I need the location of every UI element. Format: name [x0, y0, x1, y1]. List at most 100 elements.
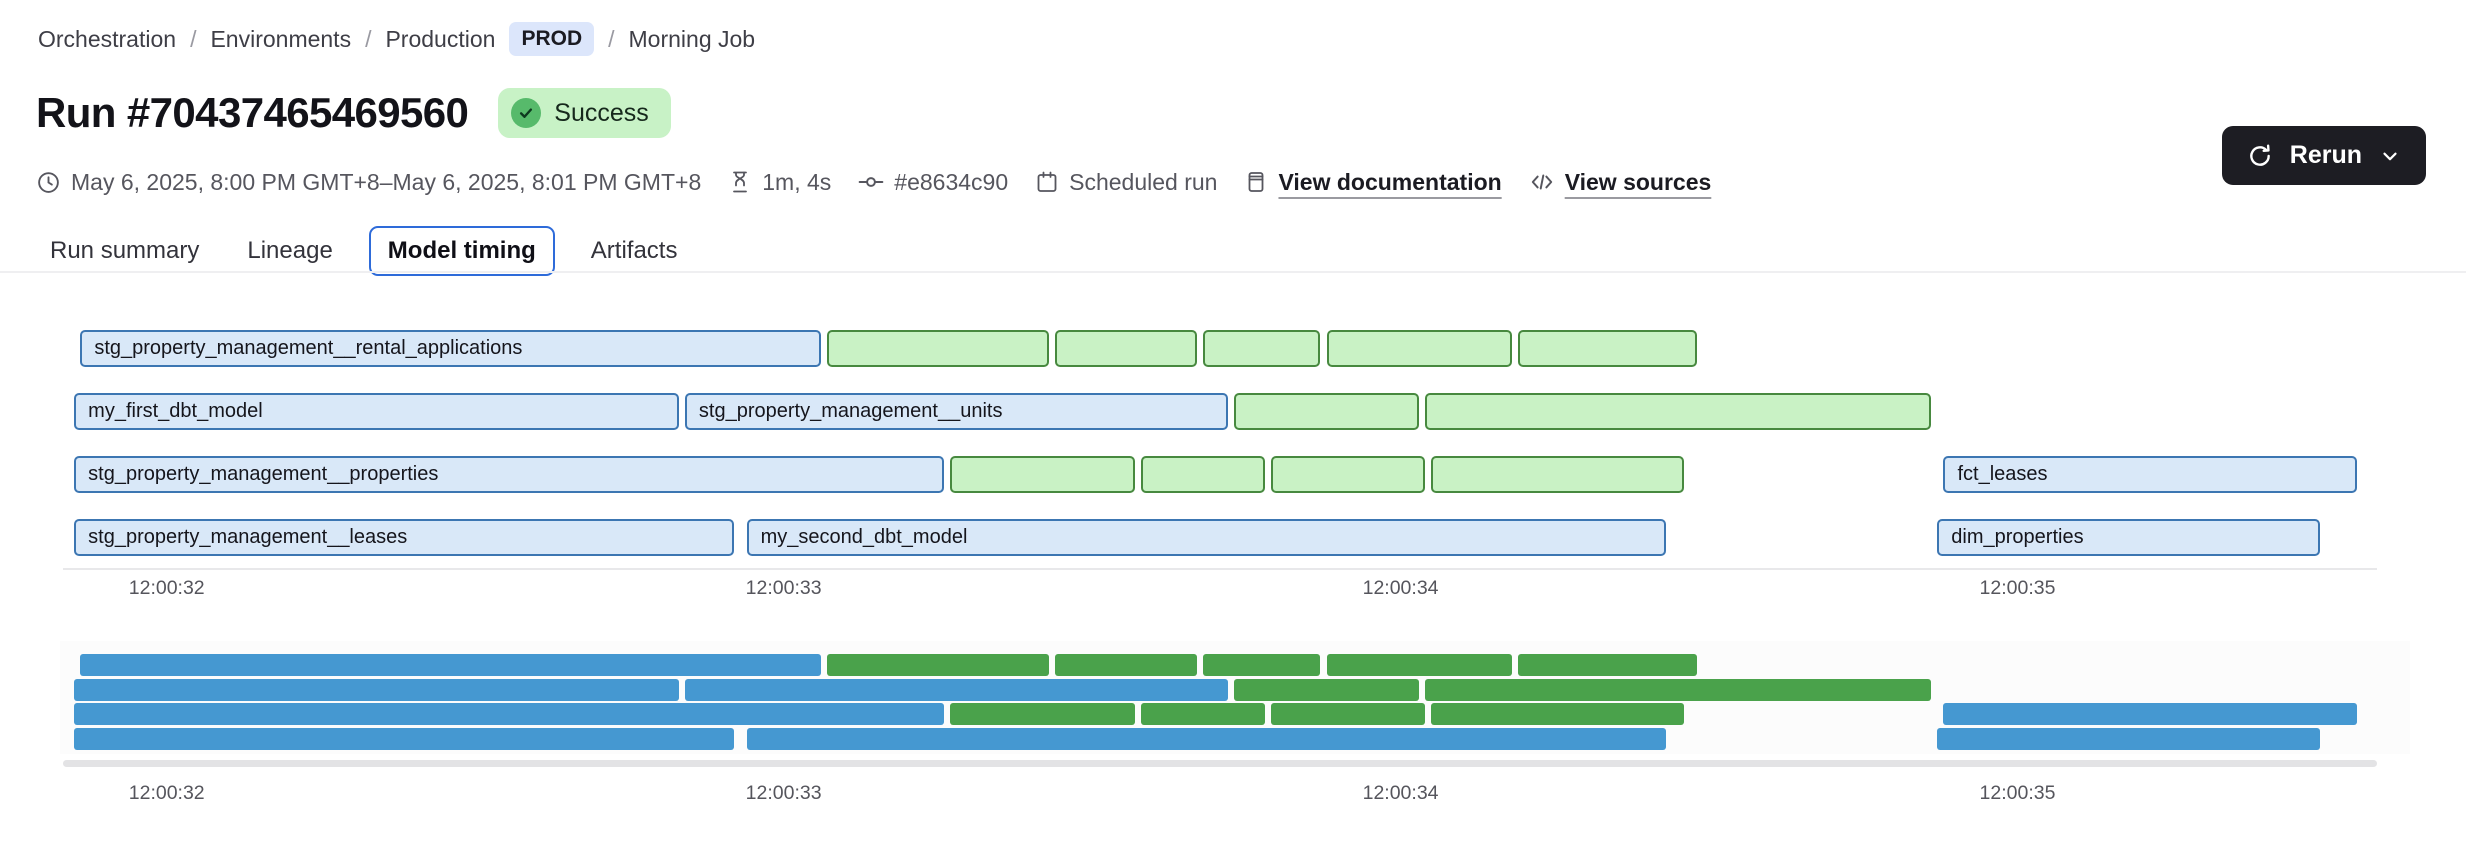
breadcrumb-orchestration[interactable]: Orchestration	[38, 25, 177, 52]
model-timing-bar[interactable]: my_second_dbt_model	[746, 519, 1666, 556]
axis-tick-label: 12:00:35	[1979, 782, 2056, 804]
model-timing-bar[interactable]	[1055, 330, 1197, 367]
axis-tick-label: 12:00:33	[745, 577, 822, 599]
breadcrumb-production[interactable]: Production	[385, 25, 496, 52]
check-circle-icon	[511, 98, 542, 128]
minimap-bar	[1425, 678, 1932, 701]
axis-tick-label: 12:00:32	[128, 782, 205, 804]
axis-tick-label: 12:00:34	[1362, 782, 1439, 804]
model-timing-bar[interactable]	[1326, 330, 1512, 367]
title-row: Run #70437465469560 Success	[36, 88, 671, 138]
document-icon	[1244, 170, 1268, 194]
model-timing-bar[interactable]	[1203, 330, 1321, 367]
minimap-row	[68, 678, 2400, 701]
meta-trigger: Scheduled run	[1035, 169, 1217, 196]
gantt-row: stg_property_management__rental_applicat…	[68, 330, 2400, 367]
minimap-bar	[74, 678, 679, 701]
axis-tick-label: 12:00:32	[128, 577, 205, 599]
minimap-bar	[1943, 703, 2357, 725]
minimap-bar	[950, 703, 1136, 725]
breadcrumb-environments[interactable]: Environments	[210, 25, 352, 52]
breadcrumb-separator: /	[608, 25, 615, 52]
minimap-bar	[1937, 727, 2320, 750]
hourglass-icon	[728, 170, 752, 194]
meta-sources: View sources	[1529, 168, 1712, 196]
gantt-axis-line	[63, 568, 2377, 570]
breadcrumb-separator: /	[365, 25, 372, 52]
tab-artifacts[interactable]: Artifacts	[590, 237, 678, 264]
minimap-bar	[74, 727, 735, 750]
tab-model-timing[interactable]: Model timing	[368, 226, 555, 276]
gantt-row: stg_property_management__properties fct_l…	[68, 456, 2400, 493]
breadcrumb-separator: /	[190, 25, 197, 52]
minimap-bar	[1141, 703, 1265, 725]
timing-minimap[interactable]	[60, 641, 2410, 754]
model-timing-bar[interactable]	[1234, 393, 1420, 430]
run-metadata: May 6, 2025, 8:00 PM GMT+8–May 6, 2025, …	[36, 166, 1711, 198]
minimap-row	[68, 727, 2400, 750]
minimap-row	[68, 703, 2400, 725]
view-sources-link[interactable]: View sources	[1564, 168, 1712, 195]
status-label: Success	[554, 98, 649, 127]
model-timing-bar[interactable]: my_first_dbt_model	[74, 393, 679, 430]
model-timing-bar[interactable]	[1431, 456, 1685, 493]
gantt-row: stg_property_management__leases my_second…	[68, 519, 2400, 556]
meta-date-range: May 6, 2025, 8:00 PM GMT+8–May 6, 2025, …	[36, 169, 701, 196]
page-title: Run #70437465469560	[36, 89, 469, 136]
minimap-bar	[1431, 703, 1685, 725]
env-prod-badge: PROD	[509, 22, 595, 56]
minimap-bar	[1271, 703, 1426, 725]
breadcrumb-morning-job[interactable]: Morning Job	[628, 25, 756, 52]
refresh-icon	[2247, 143, 2273, 169]
minimap-bar	[1326, 654, 1512, 676]
meta-documentation: View documentation	[1244, 168, 1502, 196]
model-timing-bar[interactable]	[950, 456, 1136, 493]
chevron-down-icon[interactable]	[2379, 145, 2401, 167]
model-timing-bar[interactable]: fct_leases	[1943, 456, 2357, 493]
axis-tick-label: 12:00:35	[1979, 577, 2056, 599]
status-badge: Success	[498, 88, 671, 138]
model-timing-bar[interactable]	[1425, 393, 1932, 430]
view-documentation-link[interactable]: View documentation	[1278, 168, 1502, 195]
model-timing-bar[interactable]: stg_property_management__rental_applicat…	[80, 330, 821, 367]
model-timing-bar[interactable]: stg_property_management__units	[684, 393, 1228, 430]
model-timing-bar[interactable]	[826, 330, 1049, 367]
tab-lineage[interactable]: Lineage	[247, 237, 333, 264]
minimap-scrollbar[interactable]	[63, 760, 2377, 767]
model-timing-gantt: stg_property_management__rental_applicat…	[68, 330, 2400, 570]
breadcrumb: Orchestration / Environments / Productio…	[38, 22, 755, 56]
meta-commit: #e8634c90	[858, 169, 1008, 196]
minimap-time-axis: 12:00:32 12:00:33 12:00:34 12:00:35	[68, 782, 2400, 808]
minimap-bar	[74, 703, 945, 725]
model-timing-bar[interactable]	[1141, 456, 1265, 493]
axis-tick-label: 12:00:34	[1362, 577, 1439, 599]
minimap-bar	[1203, 654, 1321, 676]
model-timing-bar[interactable]: stg_property_management__leases	[74, 519, 735, 556]
commit-icon	[858, 169, 884, 195]
calendar-icon	[1035, 170, 1059, 194]
minimap-bar	[746, 727, 1666, 750]
model-timing-bar[interactable]	[1271, 456, 1426, 493]
minimap-bar	[1517, 654, 1697, 676]
minimap-bar	[1234, 678, 1420, 701]
minimap-bar	[1055, 654, 1197, 676]
rerun-label: Rerun	[2289, 141, 2362, 169]
gantt-time-axis: 12:00:32 12:00:33 12:00:34 12:00:35	[68, 577, 2400, 603]
model-timing-bar[interactable]: stg_property_management__properties	[74, 456, 945, 493]
code-icon	[1529, 169, 1555, 195]
minimap-plot	[68, 641, 2400, 754]
meta-duration: 1m, 4s	[728, 169, 831, 196]
minimap-bar	[826, 654, 1049, 676]
clock-icon	[36, 170, 61, 195]
minimap-bar	[80, 654, 821, 676]
tab-run-summary[interactable]: Run summary	[50, 237, 200, 264]
axis-tick-label: 12:00:33	[745, 782, 822, 804]
minimap-row	[68, 654, 2400, 676]
rerun-button[interactable]: Rerun	[2221, 126, 2426, 185]
minimap-bar	[684, 678, 1228, 701]
tab-bar: Run summary Lineage Model timing Artifac…	[38, 224, 689, 278]
model-timing-bar[interactable]: dim_properties	[1937, 519, 2320, 556]
gantt-row: my_first_dbt_model stg_property_managemen…	[68, 393, 2400, 430]
model-timing-bar[interactable]	[1517, 330, 1697, 367]
